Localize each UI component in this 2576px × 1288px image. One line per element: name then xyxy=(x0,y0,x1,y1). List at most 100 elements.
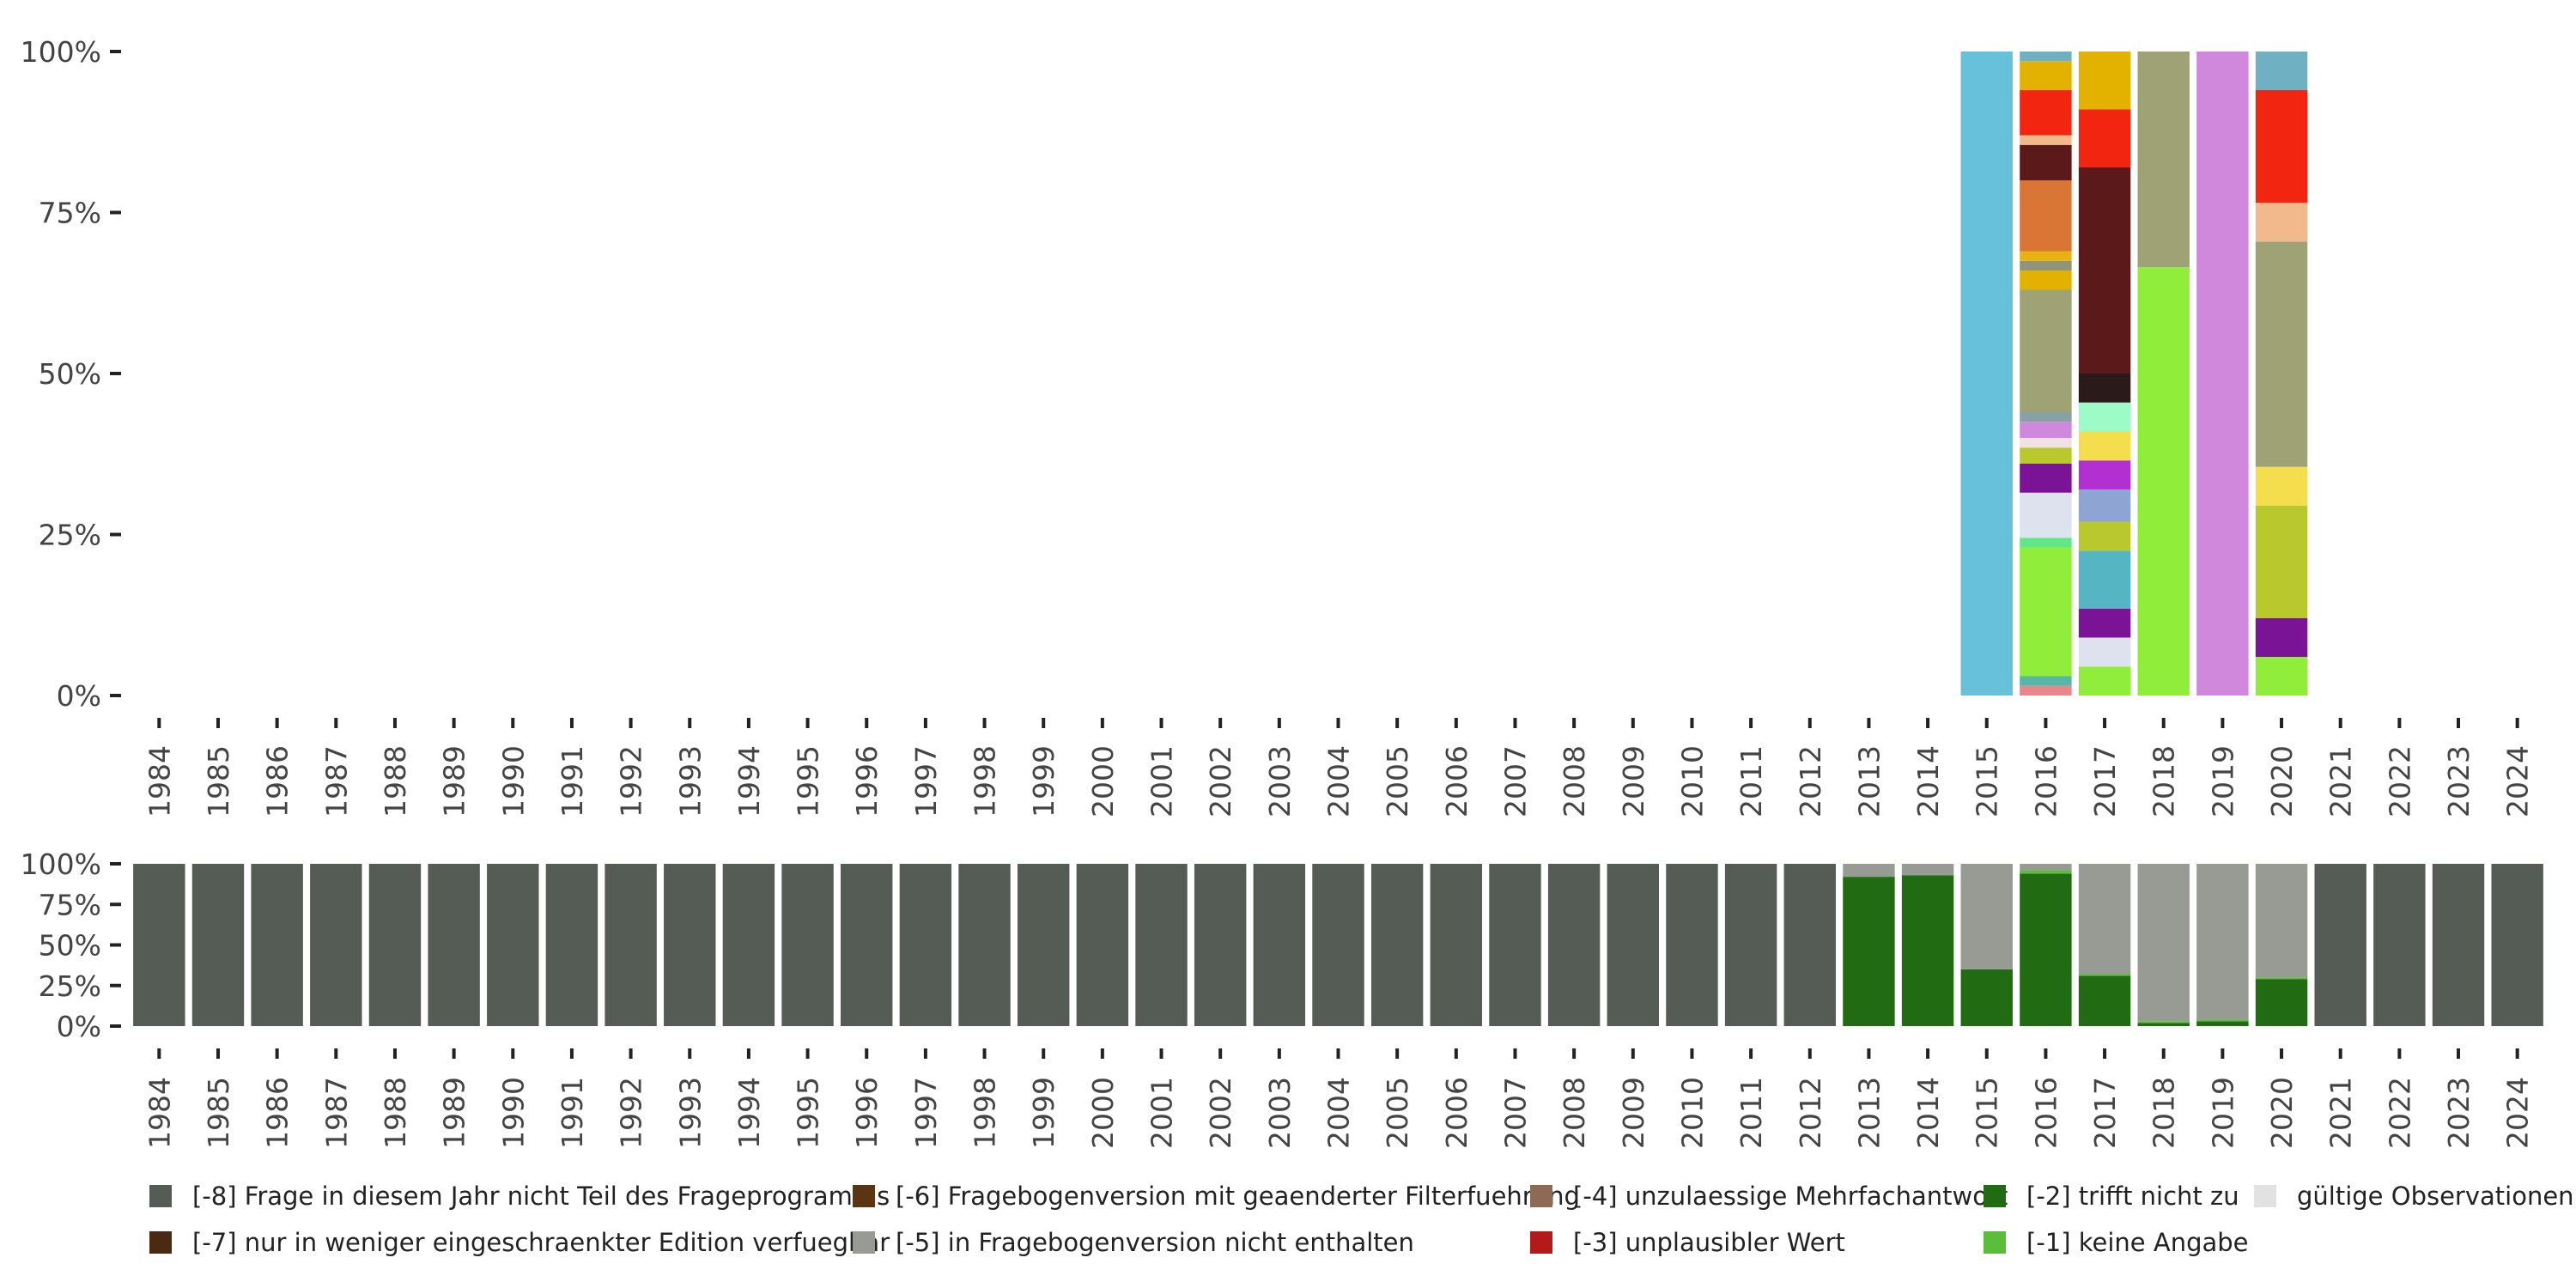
top-x-tick-label: 1993 xyxy=(673,745,707,817)
top-chart: 0% 25% 50% 75% 100% 1984 1985 1986 1987 1988 1989 1… xyxy=(21,35,2535,817)
legend-label: [-8] Frage in diesem Jahr nicht Teil des… xyxy=(192,1182,890,1211)
top-bar-segment-2020 xyxy=(2255,657,2308,696)
bottom-x-tick-label: 1996 xyxy=(850,1077,884,1149)
top-x-tick-label: 2017 xyxy=(2088,745,2122,817)
bottom-bar-segment-2016 xyxy=(2020,870,2072,874)
top-bar-segment-2016 xyxy=(2020,676,2072,686)
bottom-x-tick-label: 1993 xyxy=(673,1077,707,1149)
top-bar-segment-2016 xyxy=(2020,144,2072,180)
bottom-bar-segment-2008 xyxy=(1547,864,1601,1026)
bottom-x-tick-label: 2019 xyxy=(2206,1077,2239,1149)
bottom-x-tick-label: 1989 xyxy=(438,1077,471,1149)
top-bar-segment-2020 xyxy=(2255,241,2308,467)
bottom-x-tick-label: 2014 xyxy=(1911,1077,1945,1149)
legend-swatch xyxy=(1530,1185,1552,1207)
legend-swatch xyxy=(1984,1231,2006,1254)
top-x-tick-label: 2018 xyxy=(2148,745,2181,817)
bottom-bar-segment-2016 xyxy=(2020,864,2072,871)
top-y-tick-label: 25% xyxy=(39,519,101,552)
bottom-bar-segment-2022 xyxy=(2373,864,2426,1026)
top-bar-segment-2017 xyxy=(2078,402,2131,432)
top-bar-segment-2020 xyxy=(2255,52,2308,90)
bottom-x-tick-label: 1995 xyxy=(792,1077,825,1149)
bottom-bar-segment-2017 xyxy=(2078,974,2131,976)
bottom-bar-segment-2024 xyxy=(2491,864,2543,1026)
top-x-tick-label: 2021 xyxy=(2324,745,2358,817)
bottom-bar-segment-1992 xyxy=(605,864,657,1026)
top-y-tick-label: 100% xyxy=(21,35,101,69)
bottom-x-tick-label: 1991 xyxy=(556,1077,589,1149)
bottom-x-tick-label: 2023 xyxy=(2442,1077,2476,1149)
bottom-x-tick-label: 1994 xyxy=(732,1077,766,1149)
legend-swatch xyxy=(853,1231,875,1254)
bottom-x-tick-label: 2024 xyxy=(2501,1077,2535,1149)
bottom-x-tick-label: 1986 xyxy=(261,1077,295,1149)
bottom-x-tick-label: 2010 xyxy=(1675,1077,1709,1149)
bottom-bar-segment-2023 xyxy=(2432,864,2485,1026)
top-bar-segment-2018 xyxy=(2137,267,2190,696)
top-bar-segment-2017 xyxy=(2078,52,2131,110)
top-bar-segment-2016 xyxy=(2020,251,2072,261)
top-x-tick-label: 1990 xyxy=(496,745,530,817)
bottom-bar-segment-2020 xyxy=(2255,864,2308,978)
bottom-bar-segment-2010 xyxy=(1666,864,1718,1026)
top-bar-segment-2020 xyxy=(2255,203,2308,242)
bottom-x-tick-label: 2021 xyxy=(2324,1077,2358,1149)
top-bar-segment-2016 xyxy=(2020,180,2072,252)
top-x-tick-label: 1988 xyxy=(379,745,412,817)
legend-label: [-1] keine Angabe xyxy=(2026,1228,2249,1257)
bottom-x-tick-label: 2005 xyxy=(1381,1077,1414,1149)
bottom-bar-segment-1993 xyxy=(664,864,716,1026)
bottom-bar-segment-2019 xyxy=(2196,1019,2249,1022)
top-bar-segment-2016 xyxy=(2020,685,2072,696)
legend-label: [-5] in Fragebogenversion nicht enthalte… xyxy=(896,1228,1414,1257)
top-y-tick-label: 0% xyxy=(57,679,101,713)
bottom-bar-segment-1996 xyxy=(841,864,893,1026)
top-bar-segment-2016 xyxy=(2020,464,2072,493)
bottom-x-tick-label: 1998 xyxy=(969,1077,1002,1149)
top-y-tick-label: 50% xyxy=(39,357,101,391)
bottom-bar-segment-1998 xyxy=(958,864,1011,1026)
top-x-tick-label: 2003 xyxy=(1263,745,1297,817)
bottom-chart: 0% 25% 50% 75% 100% 1984 1985 1986 1987 1988 1989 1… xyxy=(21,848,2543,1149)
bottom-bar-segment-2015 xyxy=(1960,864,2013,969)
top-x-tick-label: 2016 xyxy=(2029,745,2063,817)
bottom-x-tick-label: 2002 xyxy=(1204,1077,1237,1149)
bottom-x-tick-label: 1987 xyxy=(319,1077,353,1149)
bottom-x-tick-label: 1990 xyxy=(496,1077,530,1149)
legend-swatch xyxy=(2254,1185,2276,1207)
bottom-y-tick-label: 50% xyxy=(39,929,101,963)
legend-label: gültige Observationen xyxy=(2297,1182,2574,1211)
bottom-x-tick-label: 1984 xyxy=(143,1077,176,1149)
top-bar-segment-2017 xyxy=(2078,109,2131,167)
bottom-y-tick-label: 0% xyxy=(57,1010,101,1043)
bottom-bar-segment-2017 xyxy=(2078,975,2131,1026)
top-x-tick-label: 2013 xyxy=(1852,745,1886,817)
top-bar-segment-2016 xyxy=(2020,270,2072,290)
top-x-tick-label: 1991 xyxy=(556,745,589,817)
bottom-x-tick-label: 2013 xyxy=(1852,1077,1886,1149)
bottom-x-tick-label: 2001 xyxy=(1145,1077,1179,1149)
bottom-bar-segment-1991 xyxy=(545,864,598,1026)
top-bar-segment-2016 xyxy=(2020,52,2072,62)
bottom-bar-segment-2004 xyxy=(1312,864,1364,1026)
top-x-tick-label: 1989 xyxy=(438,745,471,817)
top-x-tick-label: 2012 xyxy=(1794,745,1827,817)
top-bar-segment-2020 xyxy=(2255,618,2308,657)
legend-swatch xyxy=(1530,1231,1552,1254)
bottom-bar-segment-1997 xyxy=(899,864,952,1026)
top-x-tick-label: 2022 xyxy=(2383,745,2416,817)
bottom-y-tick-label: 25% xyxy=(39,969,101,1003)
top-x-tick-label: 1992 xyxy=(615,745,648,817)
top-bar-segment-2015 xyxy=(1960,52,2013,696)
top-bar-segment-2016 xyxy=(2020,447,2072,464)
top-bar-segment-2017 xyxy=(2078,374,2131,403)
bottom-bar-segment-2002 xyxy=(1194,864,1247,1026)
top-x-tick-label: 2007 xyxy=(1498,745,1532,817)
bottom-x-tick-label: 2016 xyxy=(2029,1077,2063,1149)
bottom-bar-segment-1995 xyxy=(781,864,834,1026)
bottom-bar-segment-2009 xyxy=(1607,864,1660,1026)
legend: [-8] Frage in diesem Jahr nicht Teil des… xyxy=(149,1182,2574,1257)
bottom-bar-segment-2019 xyxy=(2196,864,2249,1020)
bottom-bar-segment-1988 xyxy=(368,864,422,1026)
